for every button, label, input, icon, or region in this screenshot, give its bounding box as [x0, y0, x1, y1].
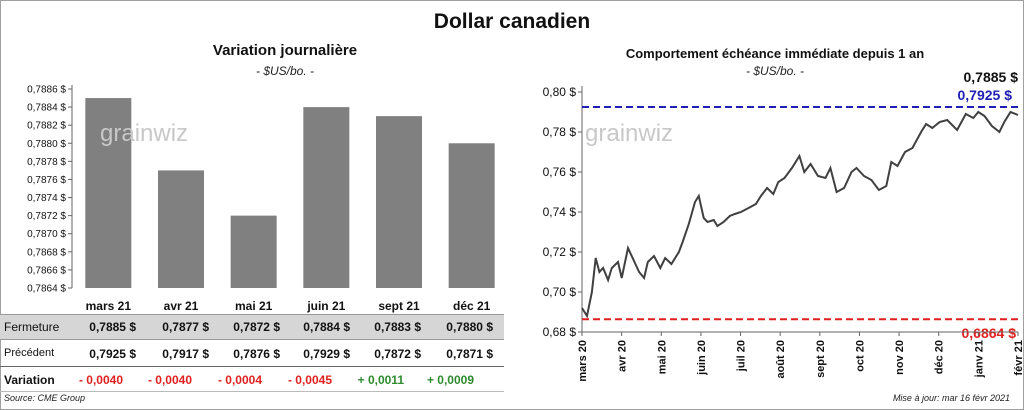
bar-x-labels: mars 21 avr 21 mai 21 juin 21 sept 21 déc 21: [86, 299, 491, 313]
table-cell: 0,7872 $: [233, 320, 280, 334]
bar: [303, 107, 350, 288]
y-tick-label: 0,7872 $: [27, 211, 66, 222]
y-tick-label: 0,7876 $: [27, 175, 66, 186]
y-tick-label: 0,68 $: [543, 325, 577, 339]
bar-chart-subtitle: - $US/bo. -: [255, 64, 315, 78]
change-value: - 0,0045: [287, 373, 332, 387]
change-value: - 0,0004: [217, 373, 262, 387]
line-chart-subtitle: - $US/bo. -: [745, 64, 805, 78]
bar: [448, 143, 495, 288]
x-tick-label: sept 21: [378, 299, 420, 313]
x-tick-label: mai 20: [656, 340, 668, 374]
y-tick-label: 0,7880 $: [27, 139, 66, 150]
x-tick-label: févr 21: [1013, 340, 1024, 375]
page-title: Dollar canadien: [433, 10, 591, 33]
table-cell: 0,7871 $: [446, 347, 493, 361]
table-cell: 0,7880 $: [446, 320, 493, 334]
table-row-close: Fermeture 0,7885 $ 0,7877 $ 0,7872 $ 0,7…: [0, 314, 504, 340]
price-line: [581, 110, 1019, 319]
y-tick-label: 0,70 $: [543, 285, 577, 299]
x-tick-label: août 20: [775, 340, 787, 379]
bar: [158, 170, 204, 288]
change-value: + 0,0011: [357, 373, 404, 387]
x-tick-label: janv 21: [973, 340, 985, 378]
y-tick-label: 0,78 $: [543, 125, 577, 139]
y-tick-label: 0,74 $: [543, 205, 577, 219]
x-tick-label: mai 21: [235, 299, 273, 313]
x-tick-label: déc 21: [453, 299, 491, 313]
x-tick-label: sept 20: [815, 340, 827, 378]
x-tick-label: juin 21: [306, 299, 345, 313]
watermark: grainwiz: [585, 120, 673, 147]
table-cell: 0,7885 $: [89, 320, 136, 334]
line-chart: 0,68 $ 0,70 $ 0,72 $ 0,74 $ 0,76 $ 0,78 $ 0,80…: [543, 69, 1024, 382]
table-cell: 0,7884 $: [303, 320, 350, 334]
table-cell: 0,7925 $: [89, 347, 136, 361]
bar-y-axis: 0,7864 $ 0,7866 $ 0,7868 $ 0,7870 $ 0,7872 $…: [27, 85, 73, 295]
y-tick-label: 0,7866 $: [27, 265, 66, 276]
x-tick-label: juin 20: [696, 340, 708, 376]
x-tick-label: mars 20: [577, 340, 589, 382]
source-note: Source: CME Group: [4, 393, 86, 403]
line-x-axis: mars 20 avr 20 mai 20 juin 20 juil 20 août 20…: [577, 331, 1024, 382]
line-y-axis: 0,68 $ 0,70 $ 0,72 $ 0,74 $ 0,76 $ 0,78 $ 0,80…: [543, 85, 583, 339]
table-cell: 0,7929 $: [303, 347, 350, 361]
change-value: - 0,0040: [78, 373, 123, 387]
x-tick-label: oct 20: [854, 340, 866, 372]
x-tick-label: déc 20: [934, 340, 946, 374]
y-tick-label: 0,7868 $: [27, 247, 66, 258]
bar: [376, 116, 422, 289]
watermark: grainwiz: [100, 120, 188, 147]
row-label: Fermeture: [4, 320, 60, 334]
table-row-change: Variation - 0,0040 - 0,0040 - 0,0004 - 0…: [0, 366, 504, 392]
x-tick-label: juil 20: [736, 340, 748, 372]
y-tick-label: 0,7874 $: [27, 193, 66, 204]
table-cell: 0,7877 $: [162, 320, 209, 334]
y-tick-label: 0,7878 $: [27, 157, 66, 168]
y-tick-label: 0,7870 $: [27, 229, 66, 240]
table-cell: 0,7876 $: [233, 347, 280, 361]
x-tick-label: nov 20: [894, 340, 906, 375]
low-value-label: 0,6864 $: [962, 325, 1017, 341]
y-tick-label: 0,7882 $: [27, 121, 66, 132]
table-cell: 0,7883 $: [374, 320, 421, 334]
bar-chart-title: Variation journalière: [212, 42, 358, 59]
bar-series: [85, 98, 495, 289]
y-tick-label: 0,76 $: [543, 165, 577, 179]
bar: [230, 215, 277, 288]
y-tick-label: 0,7886 $: [27, 85, 66, 96]
change-value: + 0,0009: [426, 373, 474, 387]
table-cell: 0,7917 $: [162, 347, 209, 361]
bar: [85, 98, 132, 288]
y-tick-label: 0,80 $: [543, 85, 577, 99]
table-cell: 0,7872 $: [374, 347, 421, 361]
change-value: - 0,0040: [147, 373, 192, 387]
y-tick-label: 0,72 $: [543, 245, 577, 259]
line-chart-title: Comportement échéance immédiate depuis 1…: [625, 46, 925, 61]
x-tick-label: mars 21: [86, 299, 132, 313]
row-label: Précédent: [4, 347, 55, 359]
last-value-label: 0,7885 $: [964, 69, 1019, 85]
update-note: Mise à jour: mar 16 févr 2021: [892, 393, 1010, 403]
x-tick-label: avr 20: [617, 340, 629, 372]
y-tick-label: 0,7864 $: [27, 284, 66, 295]
table-row-previous: Précédent 0,7925 $ 0,7917 $ 0,7876 $ 0,7…: [0, 341, 504, 365]
high-value-label: 0,7925 $: [958, 87, 1013, 103]
bar-chart: 0,7864 $ 0,7866 $ 0,7868 $ 0,7870 $ 0,7872 $…: [27, 85, 495, 313]
row-label: Variation: [4, 373, 55, 387]
x-tick-label: avr 21: [164, 299, 199, 313]
y-tick-label: 0,7884 $: [27, 103, 66, 114]
